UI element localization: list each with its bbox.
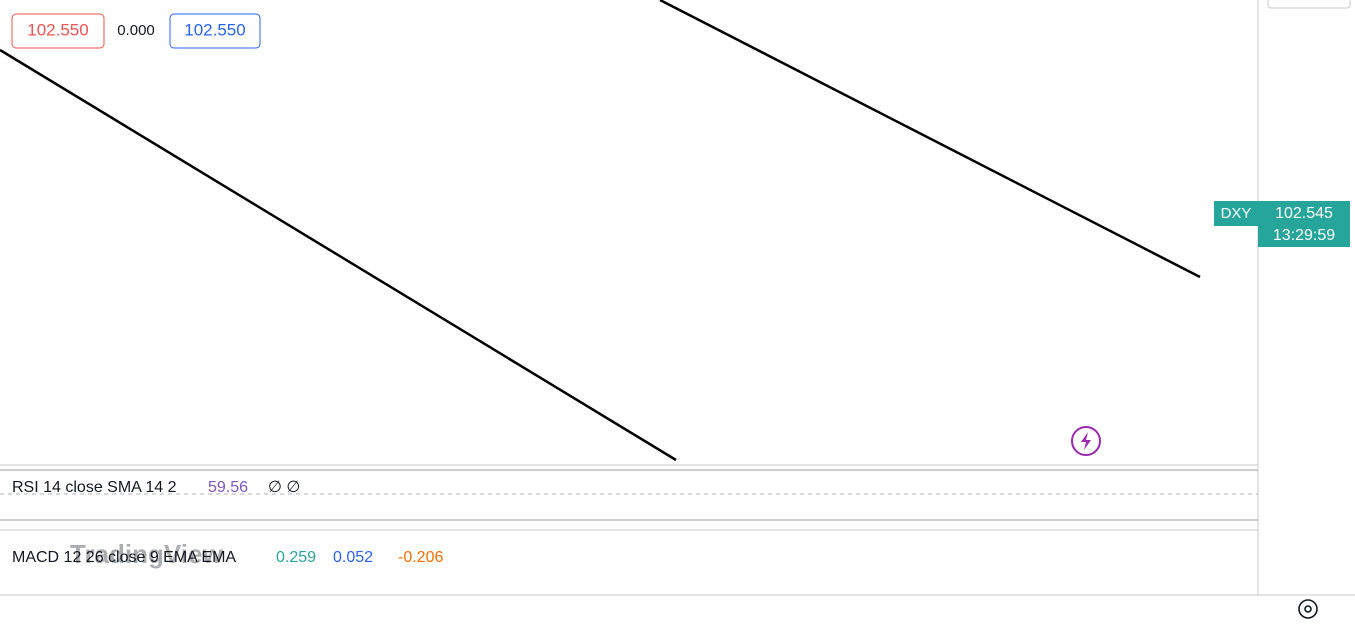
countdown: 13:29:59: [1273, 227, 1335, 244]
macd-value: 0.052: [333, 549, 373, 566]
symbol-badge: [1214, 201, 1258, 226]
rsi-value: 59.56: [208, 479, 248, 496]
last-price-badge: [1258, 201, 1350, 247]
trend-line: [0, 48, 677, 462]
trend-line: [659, 0, 1201, 279]
rsi-extra: ∅ ∅: [268, 479, 300, 496]
ask-box[interactable]: [169, 13, 261, 49]
last-price: 102.545: [1275, 205, 1333, 222]
watermark: TradingView: [70, 539, 223, 569]
symbol: DXY: [1221, 205, 1252, 222]
macd-title: MACD 12 26 close 9 EMA EMA: [12, 549, 236, 566]
settings-icon-center: [1304, 605, 1312, 613]
rsi-title: RSI 14 close SMA 14 2: [12, 479, 177, 496]
macd-hist-value: 0.259: [276, 549, 316, 566]
bid: 102.550: [27, 20, 88, 39]
signal-value: -0.206: [398, 549, 443, 566]
settings-icon[interactable]: [1298, 599, 1318, 619]
lightning: [1081, 432, 1091, 450]
spread: 0.000: [117, 22, 155, 39]
top-button[interactable]: [1267, 0, 1351, 9]
ask: 102.550: [184, 20, 245, 39]
bid-box[interactable]: [11, 13, 105, 49]
